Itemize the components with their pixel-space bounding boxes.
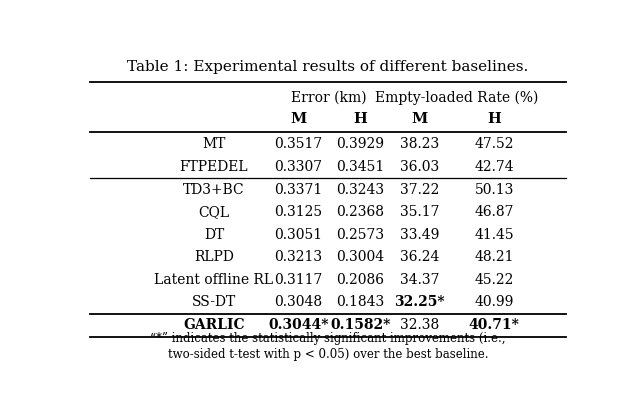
Text: 0.3213: 0.3213 <box>274 250 323 264</box>
Text: 37.22: 37.22 <box>400 183 440 197</box>
Text: two-sided t-test with p < 0.05) over the best baseline.: two-sided t-test with p < 0.05) over the… <box>168 348 488 361</box>
Text: 36.24: 36.24 <box>400 250 440 264</box>
Text: MT: MT <box>202 138 226 151</box>
Text: 40.99: 40.99 <box>474 295 514 309</box>
Text: 0.2573: 0.2573 <box>336 228 384 242</box>
Text: 50.13: 50.13 <box>474 183 514 197</box>
Text: 38.23: 38.23 <box>400 138 440 151</box>
Text: 32.25*: 32.25* <box>394 295 445 309</box>
Text: 41.45: 41.45 <box>474 228 514 242</box>
Text: H: H <box>353 112 367 126</box>
Text: 0.1582*: 0.1582* <box>330 318 390 332</box>
Text: Error (km): Error (km) <box>291 90 367 105</box>
Text: Empty-loaded Rate (%): Empty-loaded Rate (%) <box>375 90 539 105</box>
Text: 0.3051: 0.3051 <box>274 228 323 242</box>
Text: 40.71*: 40.71* <box>468 318 520 332</box>
Text: 0.3307: 0.3307 <box>274 160 323 174</box>
Text: M: M <box>290 112 307 126</box>
Text: 33.49: 33.49 <box>400 228 440 242</box>
Text: RLPD: RLPD <box>194 250 234 264</box>
Text: 32.38: 32.38 <box>400 318 440 332</box>
Text: Table 1: Experimental results of different baselines.: Table 1: Experimental results of differe… <box>127 60 529 74</box>
Text: 42.74: 42.74 <box>474 160 514 174</box>
Text: H: H <box>487 112 501 126</box>
Text: 46.87: 46.87 <box>474 205 514 219</box>
Text: TD3+BC: TD3+BC <box>183 183 244 197</box>
Text: 0.3371: 0.3371 <box>274 183 323 197</box>
Text: “*” indicates the statistically significant improvements (i.e.,: “*” indicates the statistically signific… <box>150 332 506 345</box>
Text: GARLIC: GARLIC <box>183 318 244 332</box>
Text: 35.17: 35.17 <box>400 205 440 219</box>
Text: 45.22: 45.22 <box>474 273 514 287</box>
Text: 0.3117: 0.3117 <box>274 273 323 287</box>
Text: M: M <box>412 112 428 126</box>
Text: 0.3451: 0.3451 <box>336 160 385 174</box>
Text: 0.2086: 0.2086 <box>336 273 384 287</box>
Text: 34.37: 34.37 <box>400 273 440 287</box>
Text: 0.3125: 0.3125 <box>274 205 323 219</box>
Text: 0.3044*: 0.3044* <box>268 318 328 332</box>
Text: 0.2368: 0.2368 <box>336 205 384 219</box>
Text: FTPEDEL: FTPEDEL <box>180 160 248 174</box>
Text: 47.52: 47.52 <box>474 138 514 151</box>
Text: 0.3243: 0.3243 <box>336 183 384 197</box>
Text: Latent offline RL: Latent offline RL <box>154 273 273 287</box>
Text: 0.3517: 0.3517 <box>274 138 323 151</box>
Text: 0.3929: 0.3929 <box>336 138 384 151</box>
Text: 48.21: 48.21 <box>474 250 514 264</box>
Text: 0.3048: 0.3048 <box>274 295 323 309</box>
Text: 0.3004: 0.3004 <box>336 250 384 264</box>
Text: DT: DT <box>204 228 224 242</box>
Text: SS-DT: SS-DT <box>192 295 236 309</box>
Text: 36.03: 36.03 <box>400 160 440 174</box>
Text: 0.1843: 0.1843 <box>336 295 385 309</box>
Text: CQL: CQL <box>198 205 230 219</box>
